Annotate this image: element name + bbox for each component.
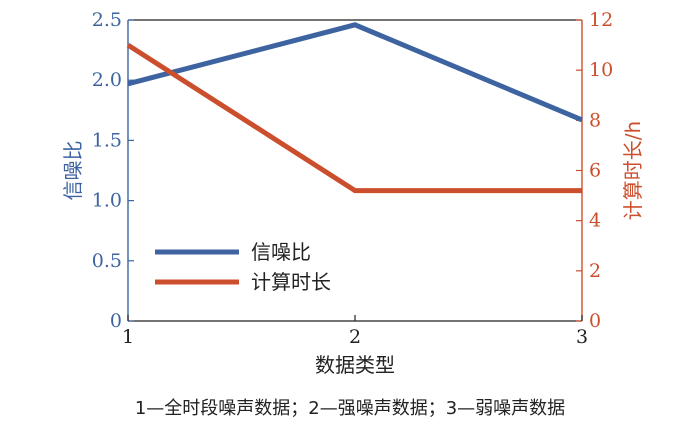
series-group — [126, 22, 583, 194]
left-y-tick-label: 0 — [110, 310, 122, 332]
legend-label: 信噪比 — [251, 240, 311, 264]
x-tick-label: 3 — [576, 326, 588, 348]
left-y-tick-label: 1.0 — [92, 190, 122, 212]
left-y-tick-label: 2.0 — [92, 69, 122, 91]
x-axis-title: 数据类型 — [315, 353, 395, 377]
x-tick-label: 2 — [349, 326, 361, 348]
left-y-tick-label: 0.5 — [92, 250, 122, 272]
right-y-tick-label: 2 — [589, 260, 601, 282]
right-y-tick-label: 6 — [589, 160, 601, 182]
right-y-axis-title: 计算时长/h — [621, 121, 645, 220]
left-y-axis: 0 0.5 1.0 1.5 2.0 2.5 — [92, 9, 134, 332]
x-axis: 1 2 3 — [122, 315, 588, 348]
series-line-snr — [127, 22, 583, 123]
figure-caption: 1—全时段噪声数据；2—强噪声数据；3—弱噪声数据 — [134, 398, 566, 419]
right-y-tick-label: 0 — [589, 310, 601, 332]
right-y-tick-label: 8 — [589, 109, 601, 131]
left-y-tick-label: 1.5 — [92, 129, 122, 151]
legend-label: 计算时长 — [251, 270, 331, 294]
right-y-tick-label: 4 — [589, 210, 601, 232]
right-y-tick-label: 12 — [589, 9, 613, 31]
series-line-compute-time — [126, 42, 582, 194]
right-y-axis: 0 2 4 6 8 10 12 — [576, 9, 613, 332]
x-tick-label: 1 — [122, 326, 134, 348]
left-y-tick-label: 2.5 — [92, 9, 122, 31]
right-y-tick-label: 10 — [589, 59, 613, 81]
left-y-axis-title: 信噪比 — [61, 141, 85, 201]
